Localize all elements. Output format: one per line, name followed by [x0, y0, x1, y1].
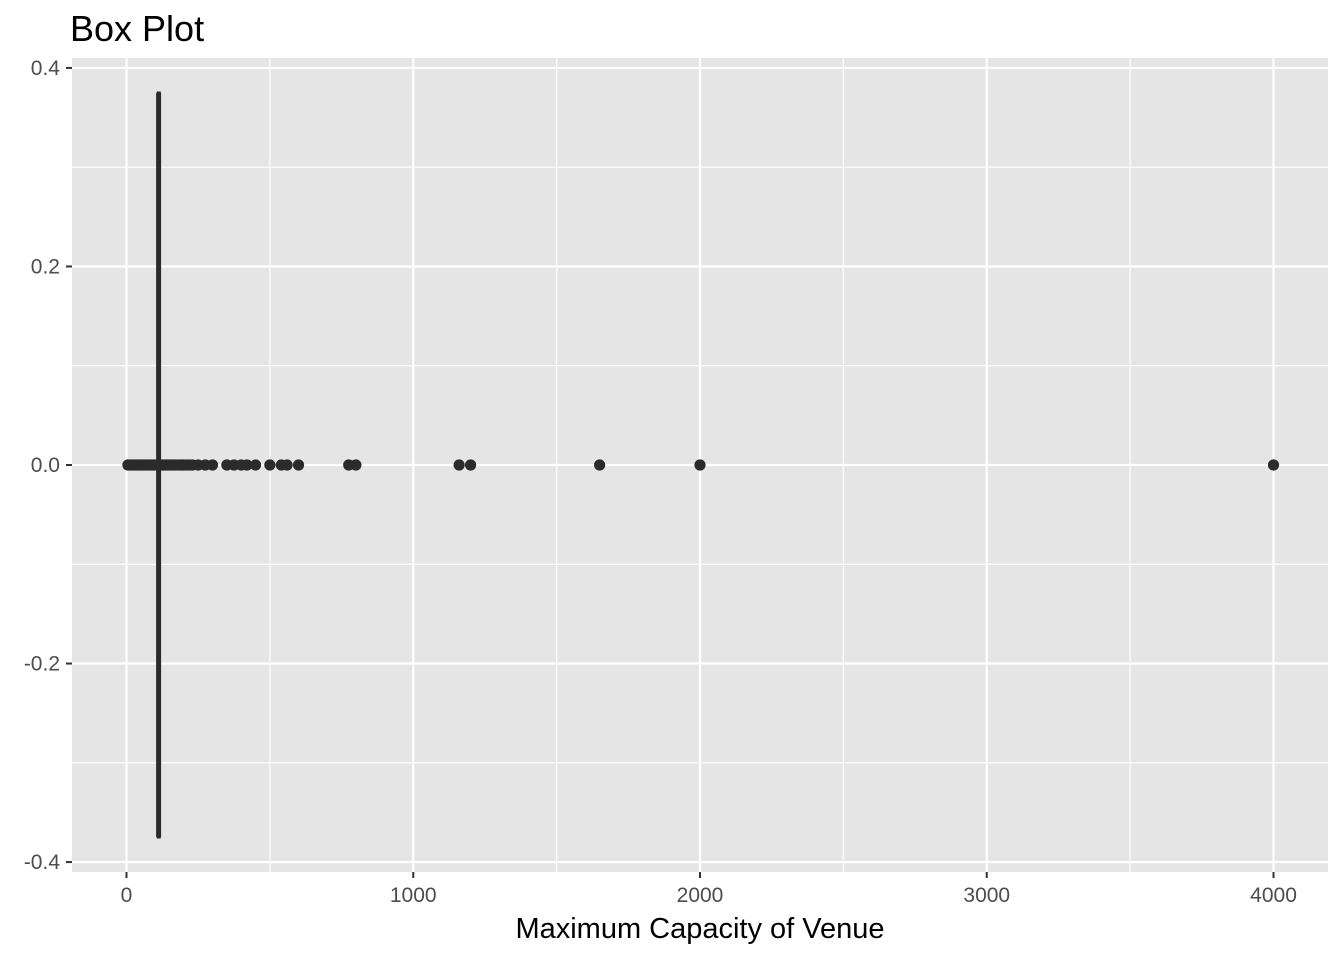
y-tick-label: 0.4 — [31, 57, 61, 80]
y-tick-label: -0.4 — [24, 851, 61, 874]
outlier-point — [264, 459, 276, 471]
outlier-point — [281, 459, 293, 471]
outlier-point — [453, 459, 465, 471]
x-tick-label: 4000 — [1250, 884, 1297, 907]
outlier-point — [1267, 459, 1280, 471]
x-axis-title: Maximum Capacity of Venue — [515, 913, 884, 945]
x-tick-label: 1000 — [390, 884, 437, 907]
chart-title: Box Plot — [70, 8, 205, 49]
outlier-point — [241, 459, 253, 471]
y-tick-label: 0.0 — [31, 454, 60, 477]
x-tick-label: 2000 — [677, 884, 724, 907]
x-tick-label: 3000 — [963, 884, 1010, 907]
outlier-point — [694, 459, 706, 471]
outlier-point — [350, 459, 362, 471]
outlier-point — [594, 459, 606, 471]
y-tick-label: -0.2 — [24, 653, 60, 676]
outlier-point — [206, 459, 219, 471]
outlier-point — [292, 459, 305, 471]
y-tick-label: 0.2 — [31, 255, 60, 278]
outlier-point — [249, 459, 262, 471]
x-tick-label: 0 — [121, 884, 133, 907]
x-axis: 0 1000 2000 3000 4000 — [121, 872, 1297, 907]
plot-marks — [122, 91, 1280, 839]
outlier-point — [464, 459, 477, 471]
y-axis: 0.4 0.2 0.0 -0.2 -0.4 — [24, 57, 72, 874]
